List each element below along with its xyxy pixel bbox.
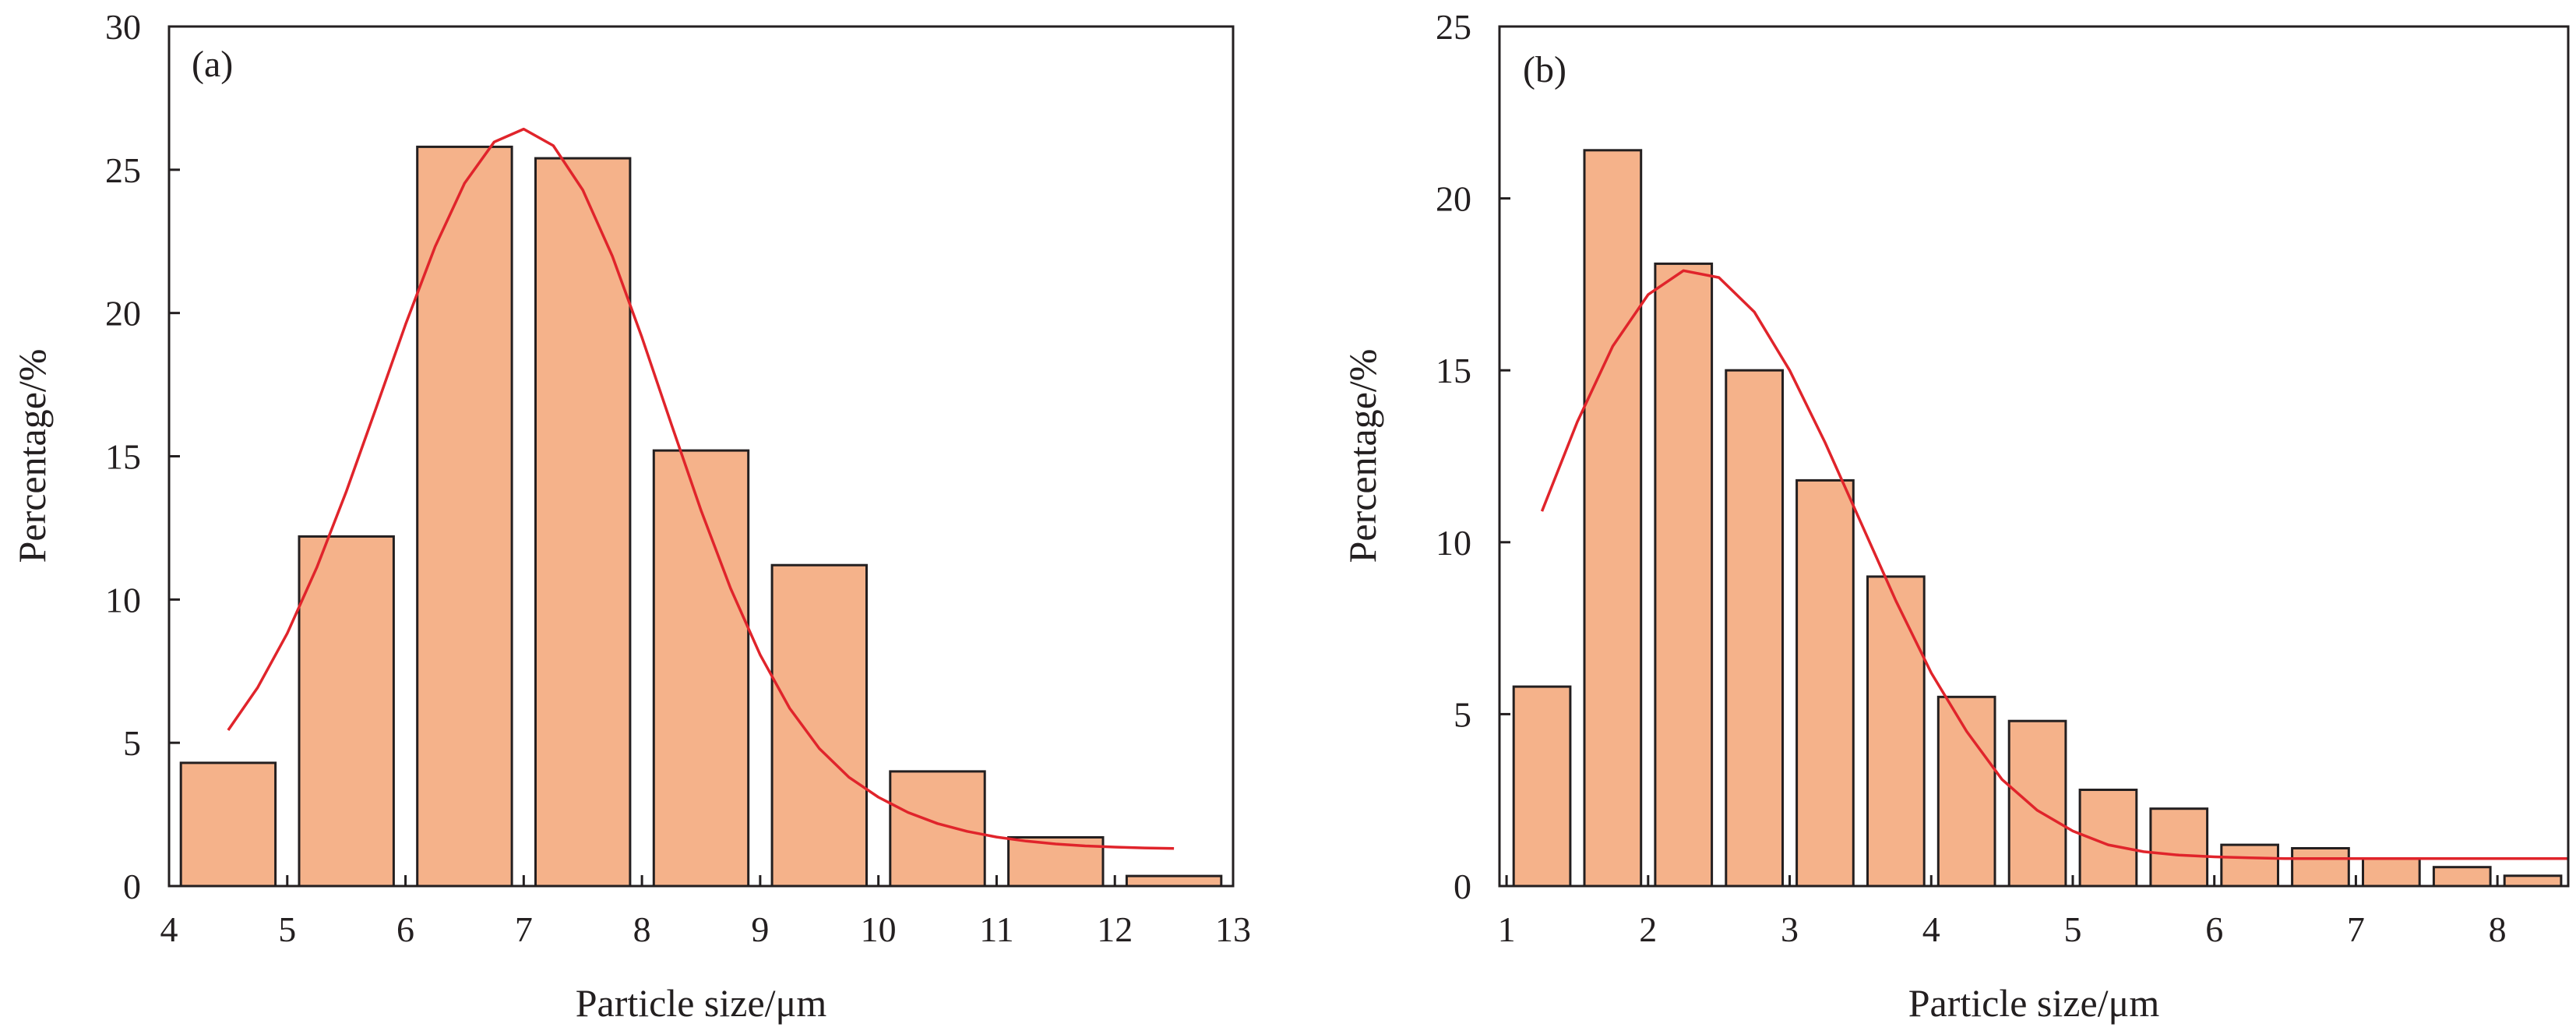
histogram-bar (2432, 866, 2492, 888)
histogram-bar (2291, 847, 2350, 888)
x-tick-label: 6 (396, 909, 414, 949)
histogram-bar (1125, 874, 1223, 888)
histogram-bar (889, 770, 986, 888)
x-tick-label: 5 (278, 909, 296, 949)
panel-a: 4 5 6 7 8 9 10 11 12 13 0 5 10 15 20 25 30 Particle size/… (10, 7, 1251, 1025)
histogram-bar (2362, 857, 2421, 888)
x-tick-label: 7 (2347, 909, 2365, 949)
y-tick-label: 25 (105, 150, 141, 190)
x-tick-label: 9 (751, 909, 769, 949)
y-axis-title: Percentage/% (10, 349, 54, 563)
y-tick-label: 30 (105, 7, 141, 47)
histogram-bar (179, 761, 277, 888)
x-tick-label: 11 (979, 909, 1013, 949)
x-tick-label: 8 (2489, 909, 2507, 949)
x-tick-label: 3 (1781, 909, 1799, 949)
histogram-bar (2007, 719, 2067, 888)
y-tick-label: 10 (105, 580, 141, 620)
x-tick-label: 7 (515, 909, 533, 949)
x-tick-label: 10 (861, 909, 897, 949)
histogram-bar (416, 145, 513, 888)
y-tick-label: 15 (105, 437, 141, 477)
y-tick-label: 10 (1436, 523, 1471, 563)
histogram-bar (2149, 807, 2209, 888)
x-tick-label: 4 (160, 909, 178, 949)
x-tick-label: 8 (633, 909, 651, 949)
x-tick-label: 1 (1498, 909, 1516, 949)
histogram-bar (770, 563, 868, 888)
y-tick-label: 25 (1436, 7, 1471, 47)
y-tick-label: 20 (1436, 179, 1471, 219)
histogram-bar (2220, 843, 2280, 888)
histogram-bar (1795, 478, 1855, 888)
y-tick-label: 0 (1454, 867, 1471, 906)
panel-b: 1 2 3 4 5 6 7 8 0 5 10 15 20 25 Particle size/μm Percen… (1341, 7, 2570, 1025)
histogram-bar (1654, 262, 1714, 888)
histogram-bar (298, 535, 395, 888)
histogram-bar (1936, 695, 1996, 888)
histogram-bar (1725, 369, 1785, 888)
x-tick-label: 13 (1215, 909, 1251, 949)
histogram-bar (1512, 685, 1572, 888)
y-tick-label: 5 (123, 723, 141, 763)
y-tick-label: 20 (105, 294, 141, 334)
x-tick-label: 5 (2063, 909, 2081, 949)
histogram-bar (1866, 575, 1926, 888)
histogram-bar (652, 449, 750, 888)
plot-frame (1498, 25, 2570, 888)
histogram-bar (2503, 874, 2563, 888)
fit-curve (227, 127, 1175, 850)
y-axis-title: Percentage/% (1341, 349, 1384, 563)
panel-label: (a) (192, 44, 233, 85)
histogram-bar (534, 157, 632, 888)
fit-curve (1540, 269, 2568, 860)
histogram-bar (1583, 149, 1643, 888)
x-axis-title: Particle size/μm (1908, 981, 2160, 1025)
y-tick-label: 0 (123, 867, 141, 906)
x-tick-label: 12 (1097, 909, 1133, 949)
x-axis-title: Particle size/μm (576, 981, 827, 1025)
y-tick-label: 15 (1436, 351, 1471, 390)
x-tick-label: 2 (1639, 909, 1657, 949)
y-tick-label: 5 (1454, 694, 1471, 734)
panel-label: (b) (1523, 49, 1566, 90)
x-tick-label: 4 (1922, 909, 1940, 949)
x-tick-label: 6 (2205, 909, 2223, 949)
